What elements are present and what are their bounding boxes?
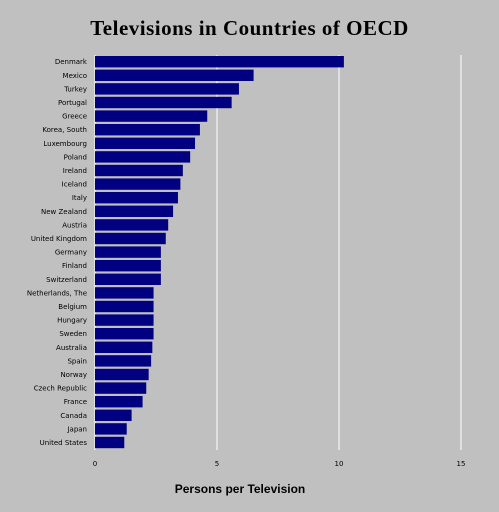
- category-label-26: Canada: [60, 412, 87, 420]
- category-label-4: Greece: [62, 113, 87, 121]
- category-label-18: Belgium: [58, 303, 87, 311]
- bar-21: [95, 341, 153, 353]
- category-label-11: New Zealand: [41, 208, 87, 216]
- category-label-13: United Kingdom: [31, 235, 87, 243]
- category-label-19: Hungary: [57, 317, 87, 325]
- category-label-24: Czech Republic: [34, 385, 87, 393]
- bar-20: [95, 328, 154, 340]
- bar-5: [95, 124, 200, 136]
- bar-3: [95, 96, 232, 109]
- x-tick-label-1: 5: [215, 460, 219, 468]
- bar-17: [95, 287, 154, 299]
- bar-9: [95, 178, 181, 190]
- category-label-17: Netherlands, The: [27, 289, 87, 297]
- bar-11: [95, 205, 174, 217]
- category-label-0: Denmark: [55, 58, 88, 66]
- bar-2: [95, 83, 239, 95]
- category-label-10: Italy: [72, 194, 87, 202]
- category-label-8: Ireland: [63, 167, 87, 175]
- x-tick-label-0: 0: [93, 460, 97, 468]
- category-label-20: Sweden: [59, 330, 87, 338]
- category-label-28: United States: [40, 439, 88, 447]
- category-label-6: Luxembourg: [43, 140, 87, 148]
- category-label-2: Turkey: [63, 85, 87, 93]
- category-label-9: Iceland: [62, 181, 87, 189]
- category-label-5: Korea, South: [42, 126, 87, 134]
- category-label-7: Poland: [64, 153, 87, 161]
- category-label-15: Finland: [62, 262, 87, 270]
- category-labels: Denmark Mexico Turkey Portugal Greece Korea, …: [27, 58, 88, 447]
- chart-title: Televisions in Countries of OECD: [90, 16, 409, 40]
- bar-22: [95, 355, 152, 367]
- bar-8: [95, 164, 183, 177]
- bar-19: [95, 314, 154, 326]
- bar-28: [95, 436, 125, 449]
- category-label-3: Portugal: [58, 99, 87, 107]
- bar-24: [95, 382, 147, 394]
- bar-6: [95, 137, 196, 149]
- bar-10: [95, 192, 178, 204]
- bar-27: [95, 423, 127, 435]
- bar-25: [95, 396, 143, 408]
- bar-16: [95, 273, 161, 285]
- category-label-16: Switzerland: [46, 276, 87, 284]
- bar-26: [95, 409, 132, 421]
- bar-18: [95, 300, 154, 313]
- bar-4: [95, 110, 208, 122]
- bar-13: [95, 232, 166, 245]
- bar-12: [95, 219, 169, 231]
- category-label-14: Germany: [55, 249, 87, 257]
- bar-0: [95, 56, 344, 68]
- x-axis-ticks: 0 5 10 15: [93, 460, 466, 468]
- category-label-25: France: [64, 398, 87, 406]
- category-label-27: Japan: [66, 425, 87, 433]
- bars: [95, 56, 344, 449]
- bar-23: [95, 368, 149, 381]
- x-tick-label-2: 10: [335, 460, 344, 468]
- category-label-21: Australia: [56, 344, 87, 352]
- category-label-23: Norway: [60, 371, 87, 379]
- bar-15: [95, 260, 161, 272]
- x-axis-label: Persons per Television: [174, 482, 306, 496]
- category-label-22: Spain: [67, 357, 87, 365]
- bar-14: [95, 246, 161, 258]
- category-label-1: Mexico: [63, 72, 87, 80]
- bar-1: [95, 69, 254, 81]
- bar-7: [95, 151, 191, 163]
- category-label-12: Austria: [62, 221, 87, 229]
- x-tick-label-3: 15: [457, 460, 466, 468]
